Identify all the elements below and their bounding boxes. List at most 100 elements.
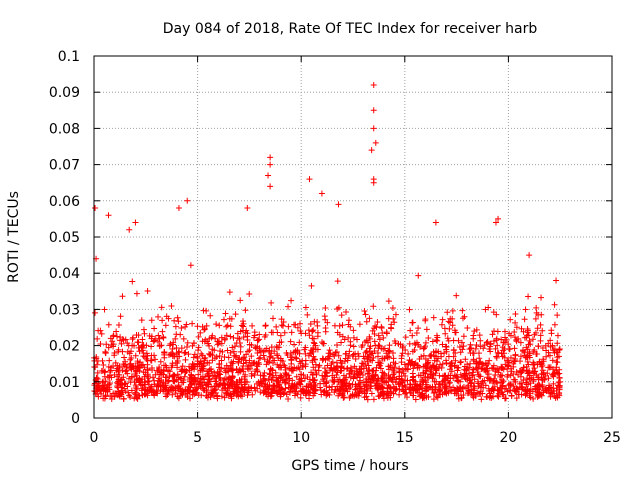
data-point (291, 321, 298, 328)
data-point (213, 380, 220, 387)
data-point (121, 385, 128, 392)
data-point (335, 392, 342, 399)
data-point (504, 371, 511, 378)
data-point (490, 338, 497, 345)
data-point (94, 369, 101, 376)
data-point (543, 347, 550, 354)
data-point (380, 334, 387, 341)
data-point (470, 391, 477, 398)
data-point (329, 359, 336, 366)
data-point (151, 352, 158, 359)
data-point (214, 392, 221, 399)
data-point (123, 364, 130, 371)
data-point (531, 360, 538, 367)
data-point (507, 372, 514, 379)
data-point (101, 306, 108, 313)
data-point (512, 319, 519, 326)
data-point (165, 367, 172, 374)
data-point (536, 388, 543, 395)
data-point (438, 364, 445, 371)
data-point (239, 366, 246, 373)
data-point (331, 352, 338, 359)
data-point (520, 377, 527, 384)
data-point (466, 346, 473, 353)
data-point (396, 391, 403, 398)
data-point (127, 394, 134, 401)
data-point (292, 354, 299, 361)
data-point (149, 367, 156, 374)
data-point (219, 382, 226, 389)
data-point (211, 369, 218, 376)
data-point (367, 349, 374, 356)
data-point (119, 367, 126, 374)
data-point (298, 387, 305, 394)
y-tick-label: 0.01 (49, 375, 80, 391)
data-point (129, 334, 136, 341)
data-point (419, 390, 426, 397)
data-point (532, 329, 539, 336)
chart-title: Day 084 of 2018, Rate Of TEC Index for r… (163, 21, 538, 37)
data-point (261, 388, 268, 395)
data-point (195, 344, 202, 351)
data-point (494, 365, 501, 372)
data-point (433, 336, 440, 343)
data-point (155, 367, 162, 374)
data-point (442, 383, 449, 390)
data-point (389, 304, 396, 311)
data-point (156, 342, 163, 349)
data-point (285, 372, 292, 379)
data-point (356, 321, 363, 328)
data-point (295, 379, 302, 386)
data-point (182, 349, 189, 356)
data-point (152, 371, 159, 378)
data-point (472, 345, 479, 352)
data-point (107, 335, 114, 342)
data-point (199, 363, 206, 370)
data-point (529, 388, 536, 395)
data-point (470, 356, 477, 363)
data-point (95, 393, 102, 400)
data-point (226, 374, 233, 381)
data-point (239, 327, 246, 334)
data-point (293, 373, 300, 380)
data-point (221, 336, 228, 343)
data-point (212, 373, 219, 380)
data-point (480, 361, 487, 368)
data-point (391, 337, 398, 344)
data-point (274, 352, 281, 359)
data-point (163, 364, 170, 371)
data-point (482, 306, 489, 313)
data-point (531, 368, 538, 375)
data-point (370, 372, 377, 379)
data-point (197, 367, 204, 374)
data-point (476, 359, 483, 366)
x-tick-label: 20 (499, 430, 517, 446)
data-point (386, 383, 393, 390)
data-point (400, 388, 407, 395)
data-point (345, 321, 352, 328)
data-point (517, 373, 524, 380)
data-point (204, 338, 211, 345)
data-point (188, 380, 195, 387)
data-point (249, 322, 256, 329)
data-point (291, 341, 298, 348)
data-point (383, 377, 390, 384)
data-point (168, 387, 175, 394)
data-point (242, 384, 249, 391)
data-point (268, 350, 275, 357)
data-point (351, 363, 358, 370)
data-point (484, 393, 491, 400)
data-point (545, 364, 552, 371)
data-point (306, 395, 313, 402)
data-point (231, 352, 238, 359)
data-point (246, 357, 253, 364)
data-point (494, 342, 501, 349)
data-point (162, 393, 169, 400)
data-point (436, 372, 443, 379)
y-tick-label: 0.03 (49, 302, 80, 318)
data-point (293, 385, 300, 392)
data-point (467, 380, 474, 387)
data-point (297, 394, 304, 401)
data-point (480, 345, 487, 352)
data-point (546, 352, 553, 359)
